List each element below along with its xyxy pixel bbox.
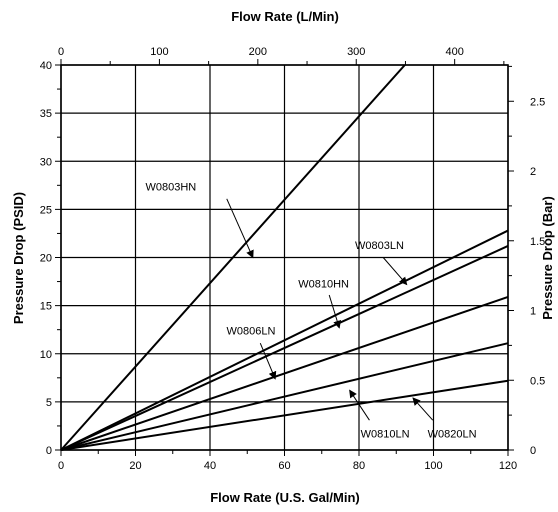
x2-axis-title: Flow Rate (L/Min) [231, 9, 339, 24]
y2-tick-label: 1 [530, 306, 536, 318]
y-tick-label: 40 [40, 60, 52, 72]
x-tick-label: 60 [278, 460, 290, 472]
series-label-w0803hn: W0803HN [146, 181, 197, 193]
x-tick-label: 20 [129, 460, 141, 472]
x-tick-label: 120 [499, 460, 517, 472]
grid [60, 64, 509, 451]
y2-tick-label: 0 [530, 445, 536, 457]
x2-tick-label: 0 [58, 46, 64, 58]
y2-tick-label: 2.5 [530, 96, 545, 108]
y-tick-label: 0 [46, 445, 52, 457]
x-tick-label: 100 [424, 460, 442, 472]
y-tick-label: 30 [40, 156, 52, 168]
series-arrow-w0820ln [412, 397, 434, 421]
y2-tick-label: 1.5 [530, 236, 545, 248]
series-line-w0806ln [60, 296, 509, 451]
y2-tick-label: 2 [530, 166, 536, 178]
x2-tick-label: 400 [445, 46, 463, 58]
series-arrow-w0803hn [226, 198, 254, 259]
series-label-w0820ln: W0820LN [428, 429, 477, 441]
y-tick-label: 25 [40, 204, 52, 216]
y-tick-label: 10 [40, 349, 52, 361]
plot-frame [60, 64, 509, 451]
y-tick-label: 35 [40, 108, 52, 120]
y-tick-label: 15 [40, 301, 52, 313]
series-line-w0803hn [60, 64, 406, 451]
series-arrow-w0810ln [349, 389, 370, 421]
x-tick-label: 0 [58, 460, 64, 472]
series-arrow-w0810hn [328, 294, 342, 329]
series-lines [60, 64, 509, 451]
series-arrow-w0803ln [382, 257, 408, 286]
x2-tick-label: 200 [249, 46, 267, 58]
series-line-w0810ln [60, 342, 509, 451]
x-tick-label: 80 [353, 460, 365, 472]
y2-axis-title: Pressure Drop (Bar) [540, 196, 555, 320]
x2-tick-label: 300 [347, 46, 365, 58]
x2-tick-label: 100 [150, 46, 168, 58]
x-tick-label: 40 [204, 460, 216, 472]
annotations: W0803HN W0803LN W0810HN W0806LN W0810LN W0820… [146, 181, 477, 440]
series-label-w0806ln: W0806LN [227, 326, 276, 338]
series-line-w0820ln [60, 379, 509, 451]
series-label-w0803ln: W0803LN [355, 240, 404, 252]
series-line-w0810hn [60, 245, 509, 451]
series-label-w0810hn: W0810HN [298, 278, 349, 290]
x-axis-title: Flow Rate (U.S. Gal/Min) [210, 490, 360, 505]
series-label-w0810ln: W0810LN [361, 429, 410, 441]
series-arrow-w0806ln [259, 342, 277, 380]
y2-tick-label: 0.5 [530, 375, 545, 387]
series-line-w0803ln [60, 229, 509, 451]
y-axis-title: Pressure Drop (PSID) [11, 192, 26, 324]
y-tick-label: 20 [40, 253, 52, 265]
y-tick-label: 5 [46, 397, 52, 409]
